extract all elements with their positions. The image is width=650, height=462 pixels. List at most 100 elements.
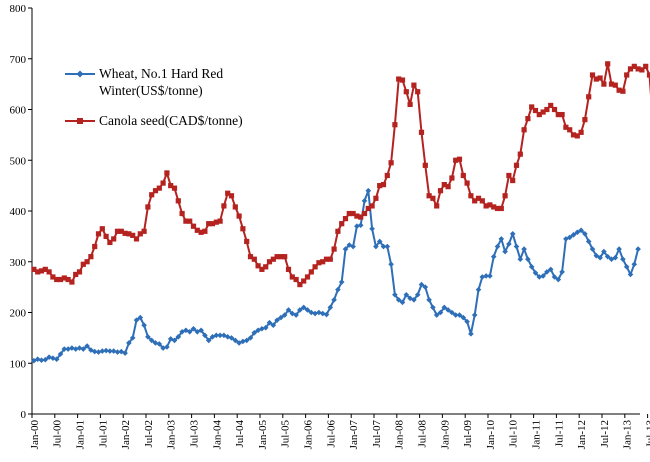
y-tick-label: 0 (21, 409, 27, 421)
data-point (141, 228, 147, 234)
data-point (308, 309, 315, 316)
x-tick-label: Jan-05 (257, 420, 269, 450)
data-point (46, 269, 52, 275)
data-point (187, 218, 193, 224)
x-tick-label: Jan-00 (29, 420, 41, 450)
x-tick-label: Jul-07 (371, 420, 383, 448)
data-point (228, 335, 235, 341)
x-tick-label: Jul-05 (280, 420, 292, 448)
data-point (388, 261, 394, 268)
data-point (202, 332, 208, 339)
data-point (456, 156, 463, 162)
data-point (502, 193, 508, 199)
data-point (270, 256, 276, 262)
data-point (312, 310, 318, 317)
data-point (38, 357, 45, 364)
data-point (61, 275, 67, 281)
data-point (631, 261, 638, 268)
data-point (380, 243, 387, 250)
data-point (57, 276, 64, 283)
data-point (350, 243, 356, 250)
data-point (517, 151, 523, 157)
data-point (471, 312, 478, 318)
y-tick-label: 500 (10, 155, 27, 167)
data-point (540, 109, 546, 115)
data-point (164, 344, 170, 350)
data-point (460, 314, 467, 321)
data-point (643, 63, 649, 69)
data-point (582, 231, 588, 237)
data-point (357, 222, 364, 229)
data-point (149, 192, 155, 198)
data-point (316, 260, 322, 266)
data-point (551, 274, 558, 280)
data-point (168, 183, 174, 189)
data-point (213, 332, 220, 339)
data-point (183, 327, 189, 334)
data-point (308, 269, 314, 275)
data-point (84, 259, 90, 265)
data-point (88, 347, 94, 353)
data-point (50, 274, 56, 280)
data-point (468, 331, 474, 337)
data-point (304, 307, 311, 313)
data-point (130, 232, 136, 238)
data-point (323, 311, 330, 318)
data-point (50, 355, 56, 361)
data-point (548, 102, 554, 109)
data-point (487, 202, 493, 208)
data-point (403, 291, 410, 298)
x-tick-label: Jul-10 (508, 420, 520, 448)
data-point (604, 253, 611, 260)
data-point (270, 322, 277, 328)
data-point (384, 243, 391, 250)
legend-label-wheat-line2: Winter(US$/tonne) (99, 83, 203, 98)
data-point (365, 187, 372, 194)
data-point (437, 309, 444, 316)
data-point (114, 228, 121, 234)
data-point (487, 273, 493, 279)
data-point (578, 129, 584, 135)
data-point (217, 332, 223, 339)
data-point (262, 324, 269, 331)
y-tick-label: 100 (10, 358, 27, 370)
series-line (33, 189, 640, 362)
data-point (236, 213, 242, 219)
data-point (479, 198, 485, 204)
data-point (529, 104, 535, 110)
x-tick-label: Jul-02 (143, 420, 155, 448)
data-point (445, 307, 451, 313)
data-point (646, 72, 650, 78)
data-point (346, 210, 352, 217)
data-point (380, 182, 387, 188)
data-point (377, 183, 383, 189)
data-point (316, 309, 322, 316)
data-point (369, 225, 375, 232)
data-point (251, 330, 258, 336)
data-point (490, 253, 497, 260)
data-point (244, 238, 250, 245)
data-point (137, 231, 143, 237)
data-point (525, 116, 531, 122)
data-point (612, 82, 618, 88)
data-point (525, 256, 531, 263)
data-point (76, 345, 83, 351)
data-point (365, 205, 371, 212)
legend-marker-diamond (76, 70, 84, 78)
data-point (479, 274, 486, 280)
data-point (521, 246, 527, 252)
data-point (494, 243, 501, 250)
y-tick-label: 300 (10, 257, 27, 269)
data-point (464, 180, 470, 186)
data-point (544, 106, 550, 113)
data-point (555, 111, 561, 118)
data-point (555, 276, 562, 283)
data-point (278, 254, 284, 260)
data-point (300, 304, 307, 311)
data-point (392, 122, 398, 128)
data-point (171, 337, 178, 344)
data-point (418, 129, 425, 135)
data-point (129, 335, 136, 341)
data-point (80, 346, 87, 352)
